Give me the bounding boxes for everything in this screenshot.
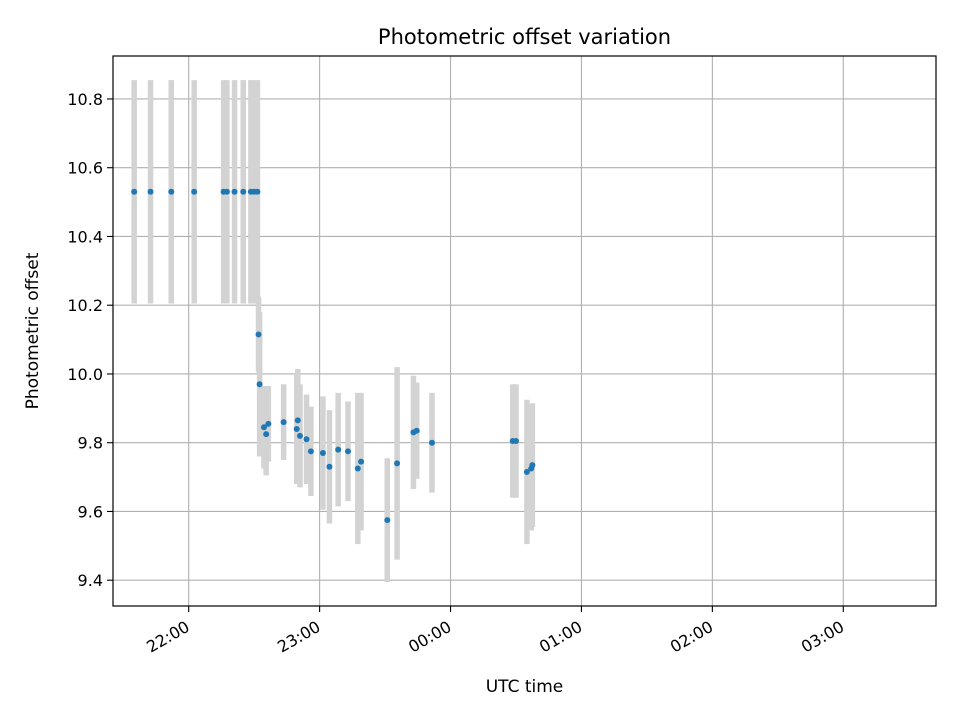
data-point: [319, 450, 326, 457]
data-point: [263, 431, 270, 438]
data-point: [344, 448, 351, 455]
data-point: [191, 188, 198, 195]
data-point: [131, 188, 138, 195]
y-axis-ticks: 9.4 9.6 9.8 10.0 10.2 10.4 10.6 10.8: [67, 90, 113, 590]
plot-frame: [112, 55, 937, 607]
data-point: [296, 432, 303, 439]
y-tick-label: 10.6: [67, 159, 103, 178]
data-points: [131, 188, 536, 524]
data-point: [265, 420, 272, 427]
y-tick-label: 10.2: [67, 296, 103, 315]
data-point: [326, 463, 333, 470]
data-point: [240, 188, 247, 195]
data-point: [358, 458, 365, 465]
data-point: [231, 188, 238, 195]
data-point: [168, 188, 175, 195]
y-axis-title: Photometric offset: [23, 252, 43, 409]
data-point: [529, 462, 536, 469]
data-point: [260, 424, 267, 431]
data-point: [293, 425, 300, 432]
data-point: [280, 419, 287, 426]
data-point: [512, 438, 519, 444]
data-point: [303, 436, 310, 443]
data-point: [384, 517, 391, 524]
data-point: [254, 188, 261, 195]
y-tick-label: 9.6: [78, 502, 103, 521]
x-axis-title: UTC time: [486, 677, 564, 697]
y-tick-label: 10.0: [67, 365, 103, 384]
data-point: [294, 417, 301, 424]
data-point: [147, 188, 154, 195]
data-point: [307, 448, 314, 455]
data-point: [428, 439, 435, 446]
y-tick-label: 9.4: [78, 571, 103, 590]
chart-title: Photometric offset variation: [378, 25, 671, 49]
data-point: [523, 468, 530, 475]
data-point: [256, 381, 263, 388]
y-tick-label: 10.4: [67, 227, 103, 246]
data-point: [354, 465, 361, 472]
data-point: [413, 427, 420, 434]
y-tick-label: 10.8: [67, 90, 103, 109]
data-point: [223, 188, 230, 195]
data-point: [394, 460, 401, 467]
data-point: [335, 446, 342, 453]
y-tick-label: 9.8: [78, 434, 103, 453]
data-point: [255, 331, 262, 338]
